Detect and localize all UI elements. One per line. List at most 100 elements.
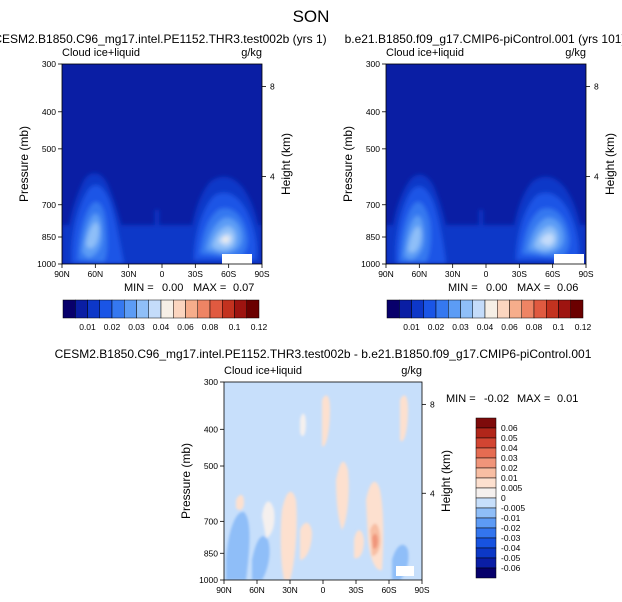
colorbar-swatch <box>475 457 497 469</box>
colorbar-label: 0.01 <box>79 322 96 332</box>
y-tick-label: 400 <box>204 424 218 434</box>
colorbar-swatch <box>234 299 247 319</box>
colorbar-label: 0.12 <box>251 322 268 332</box>
colorbar-label: 0.04 <box>477 322 494 332</box>
colorbar-swatch <box>62 299 76 319</box>
page-title: SON <box>293 7 330 26</box>
y-right-tick-label: 4 <box>430 488 435 498</box>
colorbar-swatch <box>475 547 497 559</box>
axes: 90N 60N 30N 0 30S 60S 90S 300 400 500 700 850 1000 8 4 <box>199 377 435 595</box>
colorbar-swatch <box>475 467 497 479</box>
colorbar-swatch <box>87 299 100 319</box>
y-tick-label: 500 <box>42 144 56 154</box>
colorbar-swatch <box>475 527 497 539</box>
colorbar-swatch <box>185 299 198 319</box>
colorbar-label: -0.05 <box>501 553 521 563</box>
x-tick-label: 90N <box>54 269 70 279</box>
y-tick-label: 400 <box>42 107 56 117</box>
colorbar-label: 0.005 <box>501 483 523 493</box>
units-label: g/kg <box>241 47 262 59</box>
y-tick-label: 300 <box>204 377 218 387</box>
colorbar-swatch <box>475 497 497 509</box>
y-right-axis-label: Height (km) <box>279 133 293 195</box>
colorbar-bottom: 0.060.050.040.030.020.010.0050-0.005-0.0… <box>475 417 525 579</box>
units-label: g/kg <box>401 365 422 377</box>
colorbar-swatch <box>570 299 584 319</box>
colorbar-swatch <box>475 417 497 429</box>
difference-field-shading <box>226 395 409 580</box>
x-tick-label: 30S <box>348 585 363 595</box>
y-right-axis-label: Height (km) <box>603 133 617 195</box>
max-value: 0.07 <box>233 282 254 294</box>
heatmap-field <box>224 382 422 580</box>
colorbar-label: 0.04 <box>153 322 170 332</box>
colorbar-swatch <box>484 299 498 319</box>
colorbar-swatch <box>411 299 424 319</box>
colorbar-label: 0.03 <box>501 453 518 463</box>
max-label: MAX = <box>193 282 226 294</box>
x-tick-label: 30N <box>282 585 298 595</box>
colorbar-swatch <box>399 299 412 319</box>
y-tick-label: 1000 <box>361 259 380 269</box>
x-tick-label: 0 <box>484 269 489 279</box>
variable-label: Cloud ice+liquid <box>62 47 140 59</box>
colorbar-swatch <box>509 299 522 319</box>
colorbar-swatch <box>423 299 437 319</box>
min-label: MIN = <box>448 282 478 294</box>
colorbar-swatch <box>497 299 510 319</box>
x-tick-label: 60N <box>412 269 428 279</box>
colorbar-swatch <box>475 477 497 489</box>
colorbar-label: -0.06 <box>501 563 521 573</box>
colorbar-label: 0 <box>501 493 506 503</box>
y-tick-label: 1000 <box>199 575 218 585</box>
min-value: 0.00 <box>486 282 507 294</box>
y-tick-label: 300 <box>366 59 380 69</box>
y-tick-label: 700 <box>366 200 380 210</box>
colorbar-label: -0.01 <box>501 513 521 523</box>
y-axis-label: Pressure (mb) <box>341 126 355 202</box>
x-tick-label: 30S <box>512 269 527 279</box>
y-right-axis-label: Height (km) <box>439 450 453 512</box>
y-tick-label: 850 <box>42 232 56 242</box>
colorbar-label: 0.01 <box>501 473 518 483</box>
min-value: 0.00 <box>162 282 183 294</box>
x-tick-label: 60S <box>381 585 396 595</box>
colorbar-label: 0.08 <box>526 322 543 332</box>
colorbar-swatch <box>521 299 535 319</box>
y-right-tick-label: 8 <box>594 82 599 92</box>
colorbar-swatch <box>475 567 497 579</box>
x-tick-label: 60S <box>221 269 236 279</box>
variable-label: Cloud ice+liquid <box>386 47 464 59</box>
colorbar-swatch <box>475 447 497 459</box>
axes: 90N 60N 30N 0 30S 60S 90S 300 400 500 700 850 1000 8 4 <box>37 59 275 279</box>
y-tick-label: 1000 <box>37 259 56 269</box>
colorbar-swatch <box>386 299 400 319</box>
x-tick-label: 30S <box>188 269 203 279</box>
x-tick-label: 0 <box>321 585 326 595</box>
colorbar-swatch <box>124 299 137 319</box>
x-tick-label: 30N <box>445 269 461 279</box>
colorbar-swatch <box>475 507 497 519</box>
max-value: 0.06 <box>557 282 578 294</box>
colorbar-swatch <box>148 299 162 319</box>
min-label: MIN = <box>124 282 154 294</box>
missing-data-mask <box>554 254 584 264</box>
colorbar-top-right: 0.01 0.02 0.03 0.04 0.06 0.08 0.1 0.12 <box>386 299 592 332</box>
colorbar-label: -0.02 <box>501 523 521 533</box>
x-tick-label: 90S <box>254 269 269 279</box>
x-tick-label: 90S <box>578 269 593 279</box>
panel-top-left: CESM2.B1850.C96_mg17.intel.PE1152.THR3.t… <box>0 32 327 294</box>
colorbar-label: 0.06 <box>501 322 518 332</box>
colorbar-label: 0.03 <box>128 322 145 332</box>
colorbar-label: 0.02 <box>104 322 121 332</box>
colorbar-swatch <box>475 557 497 569</box>
colorbar-swatch <box>546 299 559 319</box>
colorbar-swatch <box>558 299 571 319</box>
y-tick-label: 850 <box>204 548 218 558</box>
colorbar-swatch <box>75 299 88 319</box>
colorbar-swatch <box>475 537 497 549</box>
y-tick-label: 500 <box>366 144 380 154</box>
x-tick-label: 30N <box>121 269 137 279</box>
cloud-field-shading <box>386 174 586 264</box>
